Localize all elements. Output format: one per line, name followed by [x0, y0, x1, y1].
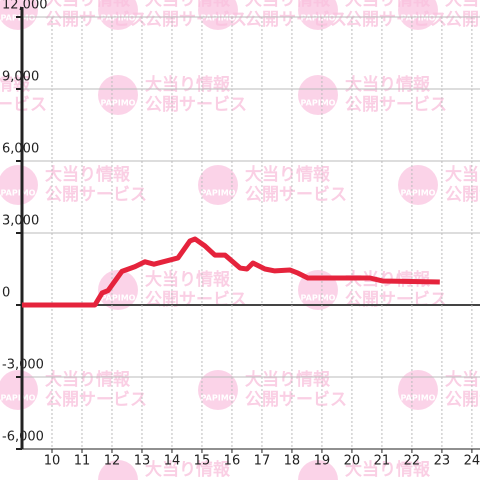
x-tick-label: 24 — [464, 454, 480, 469]
y-tick-label: 12,000 — [2, 0, 48, 13]
x-tick-label: 13 — [134, 454, 151, 469]
watermark-title: 大当り情報 — [345, 0, 431, 10]
watermark-logo — [98, 460, 138, 480]
watermark-logo-text: PAPIMO — [201, 14, 236, 23]
watermark-title: 大当り情報 — [245, 0, 331, 10]
watermark-logo-text: PAPIMO — [101, 14, 136, 23]
watermark-subtitle: 公開サービス — [45, 185, 147, 205]
x-tick-label: 10 — [44, 454, 61, 469]
watermark-logo-text: PAPIMO — [1, 394, 36, 403]
x-tick-label: 14 — [164, 454, 181, 469]
watermark-title: 大当り情報 — [445, 369, 480, 390]
watermark-title: 大当り情報 — [145, 269, 231, 290]
watermark-logo — [198, 370, 238, 410]
x-tick-label: 16 — [224, 454, 241, 469]
watermark-subtitle: 公開サービス — [445, 185, 480, 205]
watermark-logo — [98, 0, 138, 30]
watermark-logo-text: PAPIMO — [101, 99, 136, 108]
watermark-logo — [0, 165, 38, 205]
x-tick-label: 19 — [314, 454, 331, 469]
x-tick-label: 17 — [254, 454, 271, 469]
watermark-title: 大当り情報 — [445, 0, 480, 10]
watermark-logo — [0, 0, 38, 30]
watermark-logo-text: PAPIMO — [1, 189, 36, 198]
watermark-logo — [298, 460, 338, 480]
x-tick-label: 11 — [74, 454, 91, 469]
watermark-logo-text: PAPIMO — [401, 14, 436, 23]
watermark-logo-text: PAPIMO — [301, 294, 336, 303]
watermark-title: 大当り情報 — [345, 459, 431, 480]
watermark-title: 大当り情報 — [245, 164, 331, 185]
watermark-logo — [198, 165, 238, 205]
watermark-subtitle: 公開サービス — [45, 390, 147, 410]
watermark-title: 大当り情報 — [345, 74, 431, 95]
watermark-logo — [98, 75, 138, 115]
watermark-logo-text: PAPIMO — [301, 99, 336, 108]
watermark-subtitle: 公開サービス — [345, 290, 447, 310]
y-tick-label: 0 — [2, 286, 10, 301]
watermark-logo — [398, 165, 438, 205]
x-tick-label: 21 — [374, 454, 391, 469]
watermark-logo-text: PAPIMO — [101, 294, 136, 303]
x-tick-label: 12 — [104, 454, 121, 469]
watermark-title: 大当り情報 — [145, 0, 231, 10]
watermark-subtitle: 公開サービス — [145, 95, 247, 115]
watermark-subtitle: 公開サービス — [245, 390, 347, 410]
watermark-title: 大当り情報 — [45, 369, 131, 390]
x-tick-label: 20 — [344, 454, 361, 469]
watermark-logo-text: PAPIMO — [401, 189, 436, 198]
watermark-logo — [198, 0, 238, 30]
watermark-logo-text: PAPIMO — [201, 394, 236, 403]
watermark-subtitle: 公開サービス — [245, 185, 347, 205]
watermark-logo — [0, 370, 38, 410]
watermark-title: 大当り情報 — [45, 0, 131, 10]
watermark-subtitle: 公開サービス — [445, 390, 480, 410]
line — [22, 236, 440, 308]
watermark-logo-text: PAPIMO — [401, 394, 436, 403]
x-tick-label: 15 — [194, 454, 211, 469]
watermark-title: 大当り情報 — [145, 459, 231, 480]
x-tick-label: 18 — [284, 454, 301, 469]
watermark-logo — [298, 0, 338, 30]
watermark-logo-text: PAPIMO — [301, 14, 336, 23]
watermark-logo — [298, 75, 338, 115]
watermark-logo-text: PAPIMO — [201, 189, 236, 198]
x-tick-label: 23 — [434, 454, 451, 469]
x-tick-label: 22 — [404, 454, 421, 469]
watermark-logo — [98, 270, 138, 310]
watermark-title: 大当り情報 — [145, 74, 231, 95]
watermark-logo — [398, 370, 438, 410]
watermark-title: 大当り情報 — [45, 164, 131, 185]
watermark-subtitle: 公開サービス — [445, 10, 480, 30]
watermark-title: 大当り情報 — [445, 164, 480, 185]
watermark-title: 大当り情報 — [245, 369, 331, 390]
watermark-subtitle: 公開サービス — [345, 95, 447, 115]
watermark-logo — [398, 0, 438, 30]
